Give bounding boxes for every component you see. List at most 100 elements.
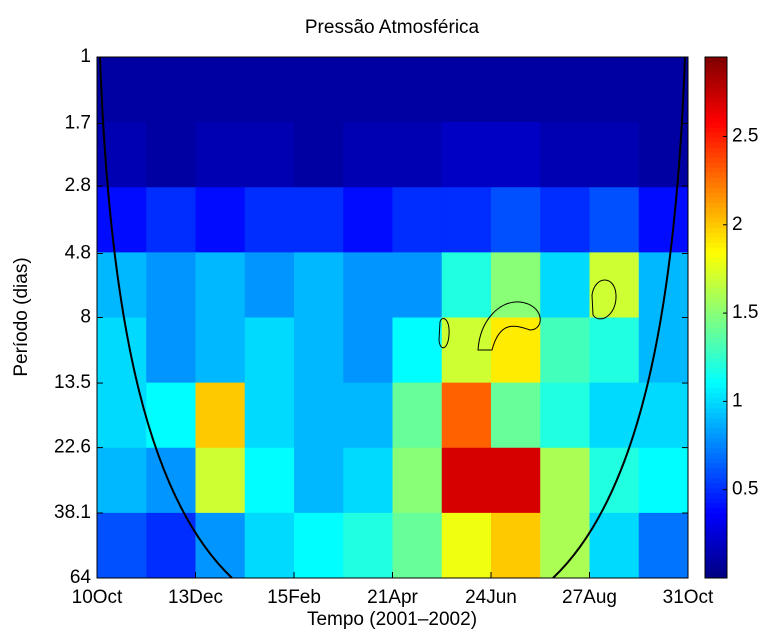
heatmap-cell <box>392 122 443 188</box>
colorbar-swatch <box>705 557 727 564</box>
colorbar-swatch <box>705 422 727 429</box>
colorbar-swatch <box>705 77 727 83</box>
colorbar-swatch <box>705 212 727 218</box>
heatmap-cell <box>491 512 541 578</box>
colorbar-swatch <box>705 282 727 288</box>
heatmap-cell <box>491 382 541 449</box>
heatmap-cell <box>294 122 344 188</box>
colorbar-swatch <box>705 497 727 504</box>
heatmap-cell <box>491 252 541 318</box>
heatmap-cell <box>244 512 295 578</box>
heatmap-cell <box>638 447 688 514</box>
heatmap-cell <box>195 252 246 318</box>
heatmap-cell <box>97 512 147 578</box>
heatmap-cell <box>244 252 295 318</box>
heatmap-cell <box>244 317 295 384</box>
heatmap-cell <box>97 382 147 449</box>
heatmap-cell <box>294 187 344 253</box>
colorbar-swatch <box>705 262 727 268</box>
heatmap-cell <box>343 122 393 188</box>
y-tick-label: 22.6 <box>54 437 91 458</box>
heatmap-cell <box>97 447 147 514</box>
heatmap-cell <box>491 447 541 514</box>
heatmap-cell <box>195 187 246 253</box>
colorbar-swatch <box>705 467 727 474</box>
heatmap-cell <box>343 512 393 578</box>
colorbar-swatch <box>705 547 727 554</box>
heatmap-cell <box>146 447 196 514</box>
colorbar-swatch <box>705 117 727 123</box>
colorbar-swatch <box>705 62 727 68</box>
colorbar-swatch <box>705 232 727 238</box>
colorbar-swatch <box>705 307 727 313</box>
colorbar-swatch <box>705 102 727 108</box>
heatmap-cell <box>540 252 590 318</box>
heatmap-cell <box>97 317 147 384</box>
heatmap-cell <box>195 447 246 514</box>
colorbar-swatch <box>705 312 727 318</box>
y-tick-label: 2.8 <box>65 175 91 196</box>
heatmap-cell <box>244 382 295 449</box>
colorbar-swatch <box>705 342 727 349</box>
x-tick-label: 13Dec <box>168 587 223 608</box>
heatmap-cell <box>294 382 344 449</box>
heatmap <box>97 57 688 578</box>
heatmap-cell <box>589 57 640 123</box>
heatmap-cell <box>491 317 541 384</box>
colorbar-swatch <box>705 177 727 183</box>
heatmap-cell <box>638 57 688 123</box>
colorbar-swatch <box>705 492 727 499</box>
heatmap-cell <box>97 57 147 123</box>
colorbar-swatch <box>705 442 727 449</box>
colorbar-swatch <box>705 217 727 223</box>
colorbar-swatch <box>705 82 727 88</box>
colorbar-tick-label: 0.5 <box>732 479 758 500</box>
colorbar-swatch <box>705 222 727 228</box>
heatmap-cell <box>294 252 344 318</box>
y-tick-label: 13.5 <box>54 372 91 393</box>
heatmap-cell <box>589 382 640 449</box>
colorbar-swatch <box>705 357 727 364</box>
colorbar-swatch <box>705 317 727 324</box>
x-tick-label: 15Feb <box>267 587 321 608</box>
colorbar-swatch <box>705 527 727 534</box>
colorbar-swatch <box>705 487 727 494</box>
colorbar-swatch <box>705 452 727 459</box>
colorbar-swatch <box>705 457 727 464</box>
colorbar-swatch <box>705 517 727 524</box>
colorbar-swatch <box>705 257 727 263</box>
heatmap-cell <box>392 57 443 123</box>
heatmap-cell <box>392 252 443 318</box>
colorbar-swatch <box>705 242 727 248</box>
y-tick-label: 8 <box>80 307 91 328</box>
colorbar-swatch <box>705 402 727 409</box>
colorbar-swatch <box>705 112 727 118</box>
colorbar-swatch <box>705 202 727 208</box>
colorbar-swatch <box>705 447 727 454</box>
colorbar-tick-label: 2.5 <box>732 125 758 146</box>
heatmap-cell <box>589 317 640 384</box>
heatmap-cell <box>294 57 344 123</box>
colorbar-swatch <box>705 147 727 153</box>
colorbar-swatch <box>705 172 727 178</box>
heatmap-cell <box>491 57 541 123</box>
heatmap-cell <box>343 187 393 253</box>
heatmap-cell <box>441 512 492 578</box>
y-tick-label: 64 <box>70 567 92 588</box>
colorbar-swatch <box>705 142 727 148</box>
heatmap-cell <box>441 57 492 123</box>
heatmap-cell <box>392 382 443 449</box>
colorbar-swatch <box>705 542 727 549</box>
heatmap-cell <box>195 122 246 188</box>
heatmap-cell <box>343 447 393 514</box>
contour <box>438 318 450 349</box>
colorbar-swatch <box>705 362 727 369</box>
heatmap-cell <box>244 122 295 188</box>
heatmap-cell <box>589 122 640 188</box>
y-tick-label: 38.1 <box>54 502 91 523</box>
heatmap-cell <box>589 447 640 514</box>
heatmap-cell <box>491 122 541 188</box>
heatmap-cell <box>540 122 590 188</box>
colorbar-swatch <box>705 507 727 514</box>
heatmap-cell <box>392 447 443 514</box>
